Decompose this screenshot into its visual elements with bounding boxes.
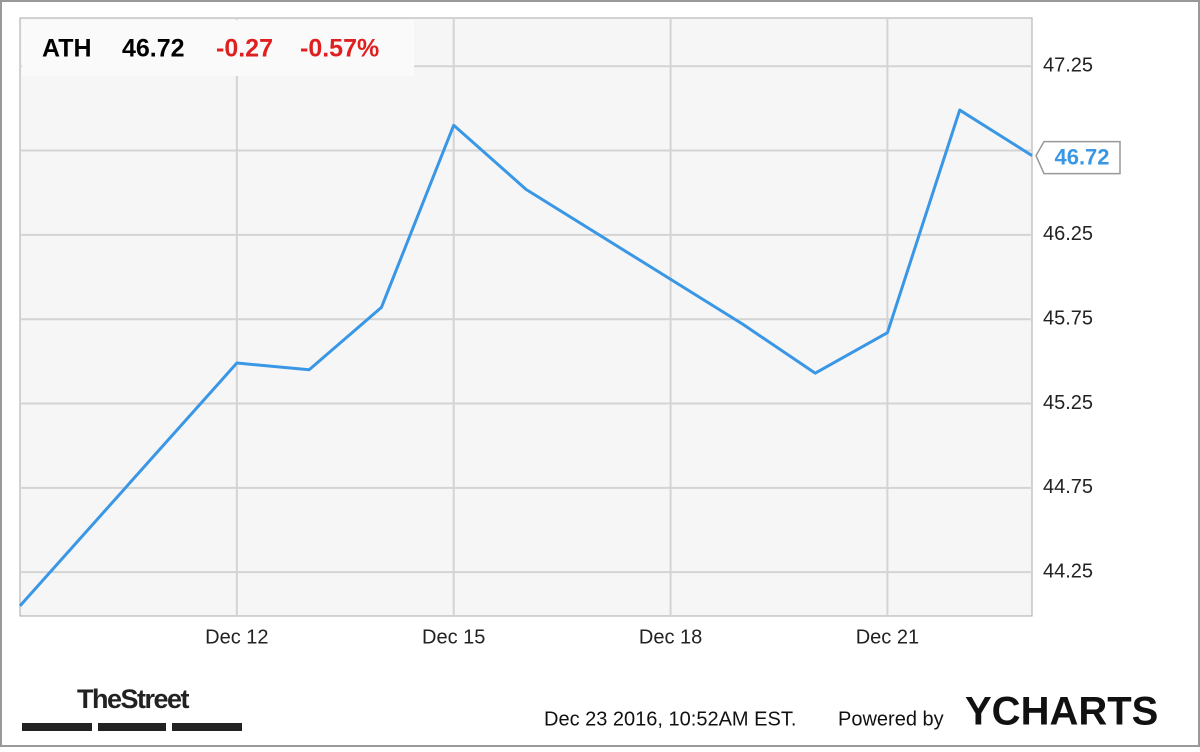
y-tick-label: 44.25 bbox=[1043, 560, 1093, 582]
brand-logo: YCHARTS bbox=[965, 690, 1158, 734]
x-tick-label: Dec 18 bbox=[639, 626, 702, 648]
powered-by: Powered by bbox=[838, 708, 944, 730]
logo-bar bbox=[22, 723, 92, 731]
header-box bbox=[22, 20, 414, 76]
y-tick-label: 44.75 bbox=[1043, 476, 1093, 498]
price-line bbox=[18, 108, 1033, 607]
timestamp: Dec 23 2016, 10:52AM EST. bbox=[544, 708, 796, 730]
last-price-tag bbox=[1035, 140, 1121, 175]
y-tick-label: 46.25 bbox=[1043, 223, 1093, 245]
source-logo: TheStreet bbox=[77, 684, 190, 714]
y-tick-label: 45.75 bbox=[1043, 307, 1093, 329]
x-tick-label: Dec 12 bbox=[205, 626, 268, 648]
y-tick-label: 45.25 bbox=[1043, 392, 1093, 414]
symbol: ATH bbox=[42, 35, 92, 63]
logo-bar bbox=[172, 723, 242, 731]
x-tick-label: Dec 21 bbox=[856, 626, 919, 648]
change-pct: -0.57% bbox=[300, 35, 379, 63]
last-price-label: 46.72 bbox=[1054, 144, 1109, 169]
logo-bar bbox=[98, 723, 166, 731]
change: -0.27 bbox=[216, 35, 273, 63]
x-tick-label: Dec 15 bbox=[422, 626, 485, 648]
price: 46.72 bbox=[122, 35, 185, 63]
y-tick-label: 47.25 bbox=[1043, 55, 1093, 77]
plot-area bbox=[19, 17, 1033, 617]
